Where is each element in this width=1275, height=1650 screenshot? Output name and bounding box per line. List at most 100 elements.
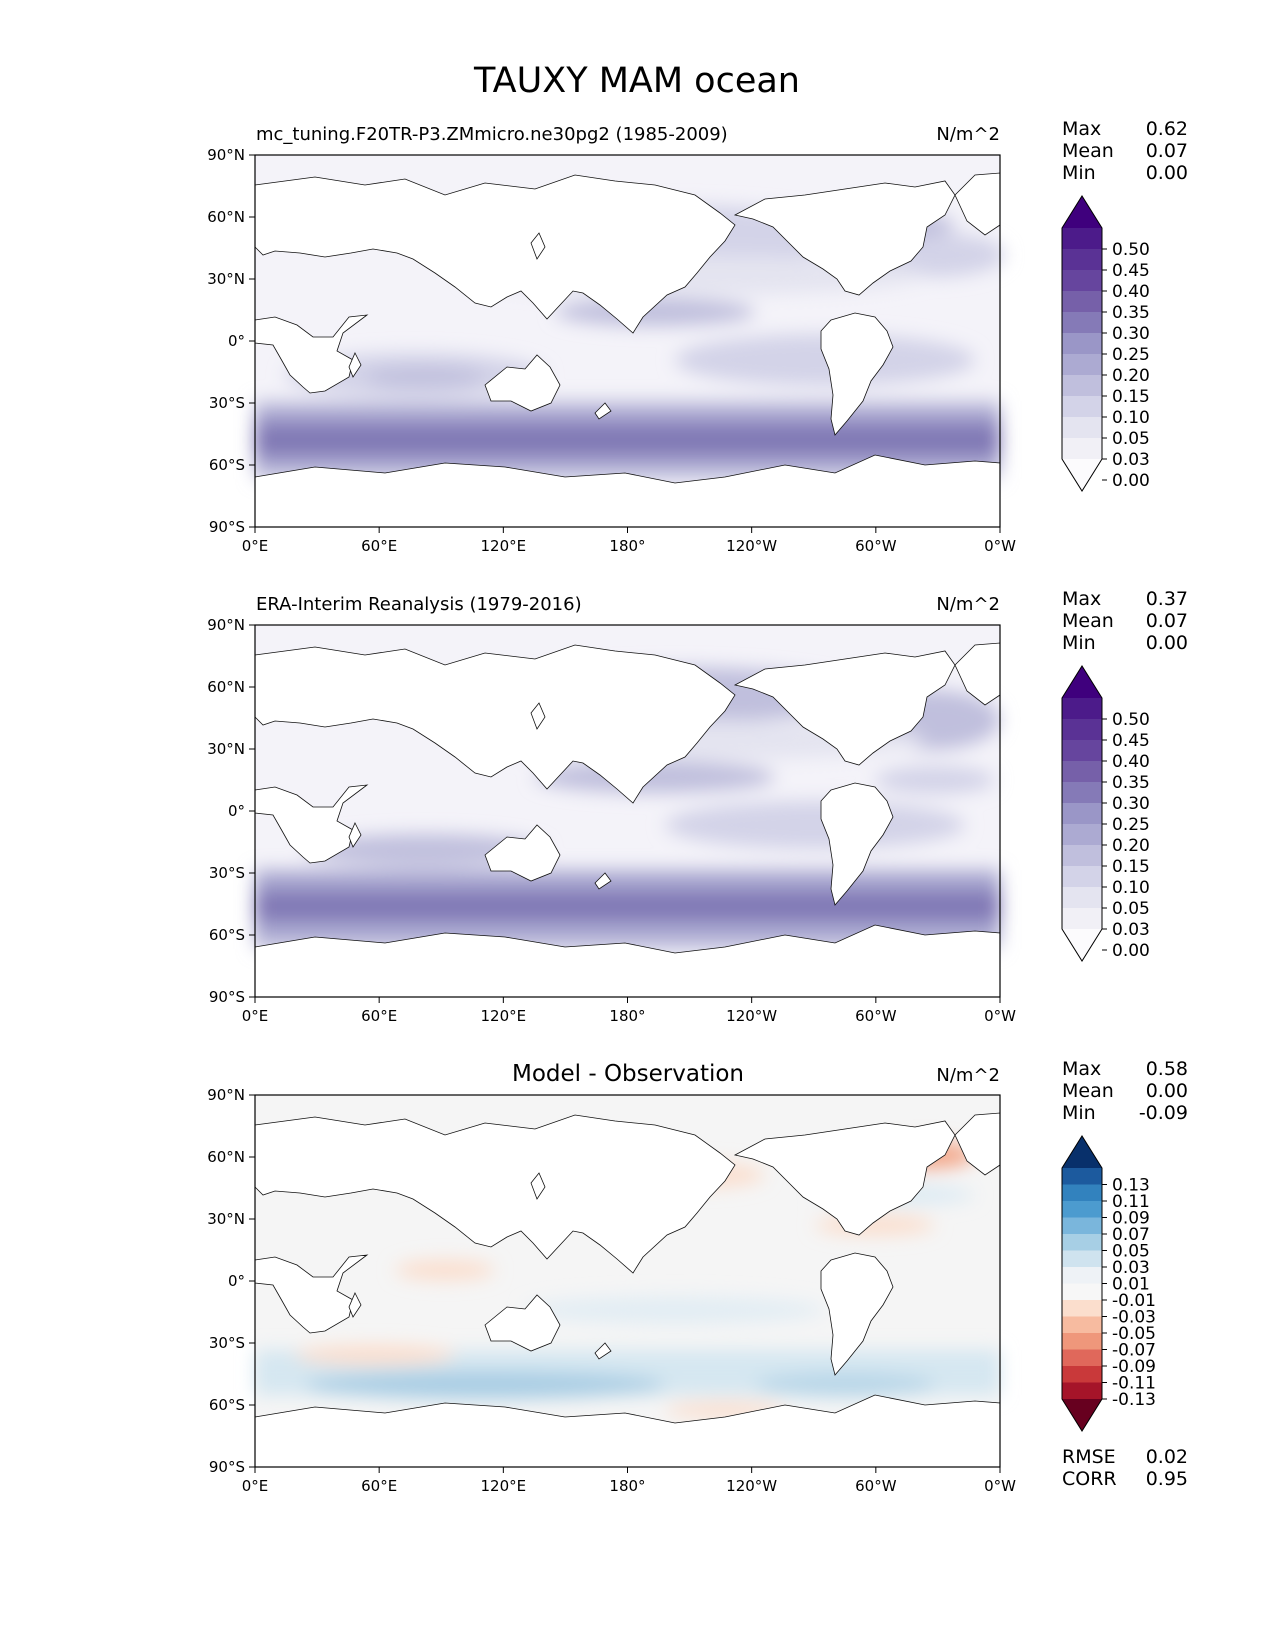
colorbar-segment xyxy=(1062,396,1102,418)
stat-label: Min xyxy=(1062,632,1096,654)
land-australia xyxy=(484,354,561,412)
field-blob xyxy=(295,1345,455,1365)
colorbar-segment xyxy=(1062,761,1102,783)
land xyxy=(254,642,1001,998)
colorbar-tick-label: -0.05 xyxy=(1112,1324,1156,1344)
colorbar-reference: 0.500.450.400.350.300.250.200.150.100.05… xyxy=(1061,665,1150,962)
colorbar-segment xyxy=(1062,887,1102,909)
stat-value: 0.02 xyxy=(1146,1446,1188,1468)
field-blob xyxy=(665,801,965,849)
lon-tick-label: 60°E xyxy=(361,537,397,555)
land-north-america xyxy=(733,180,956,296)
lat-tick-label: 60°N xyxy=(207,208,245,226)
colorbar-tick-label: 0.11 xyxy=(1112,1192,1150,1212)
colorbar-extend-top xyxy=(1062,1136,1102,1168)
colorbar-tick-label: 0.15 xyxy=(1112,857,1150,877)
colorbar-segment xyxy=(1062,719,1102,741)
lon-tick-label: 0°E xyxy=(242,1007,269,1025)
lon-tick-label: 120°W xyxy=(726,1477,777,1495)
field-blob xyxy=(755,1373,935,1397)
colorbar-tick-label: 0.50 xyxy=(1112,240,1150,260)
colorbar-extend-bottom xyxy=(1062,459,1102,491)
lat-tick-label: 60°S xyxy=(209,1396,245,1414)
colorbar-segment xyxy=(1062,1316,1102,1334)
colorbar-tick-label: 0.50 xyxy=(1112,710,1150,730)
colorbar-tick-label: 0.45 xyxy=(1112,731,1150,751)
colorbar-tick-label: 0.35 xyxy=(1112,773,1150,793)
field-blob xyxy=(525,1296,825,1324)
colorbar-extend-top xyxy=(1062,196,1102,228)
colorbar-tick-label: 0.05 xyxy=(1112,429,1150,449)
lon-tick-label: 180° xyxy=(609,1007,645,1025)
colorbar-segment xyxy=(1062,228,1102,250)
colorbar-tick-label: 0.35 xyxy=(1112,303,1150,323)
colorbar-segment xyxy=(1062,1333,1102,1350)
land-madagascar xyxy=(348,822,362,848)
lon-tick-label: 0°W xyxy=(984,1007,1016,1025)
colorbar-segment xyxy=(1062,1300,1102,1317)
panel-test: mc_tuning.F20TR-P3.ZMmicro.ne30pg2 (1985… xyxy=(207,118,1188,555)
colorbar-tick-label: 0.25 xyxy=(1112,345,1150,365)
lat-tick-label: 0° xyxy=(228,802,245,820)
field-band xyxy=(255,897,1000,915)
colorbar-segment xyxy=(1062,1349,1102,1367)
lat-tick-label: 30°N xyxy=(207,740,245,758)
lat-tick-label: 90°S xyxy=(209,1458,245,1476)
lat-axis-reference: 90°N 60°N 30°N 0° 30°S 60°S 90°S xyxy=(207,616,255,1006)
colorbar-tick-label: 0.20 xyxy=(1112,836,1150,856)
stat-label: Mean xyxy=(1062,1080,1114,1102)
colorbar-tick-label: -0.03 xyxy=(1112,1308,1156,1328)
stat-label: Min xyxy=(1062,1102,1096,1124)
lon-tick-label: 120°E xyxy=(481,1477,527,1495)
lat-tick-label: 30°S xyxy=(209,394,245,412)
lat-tick-label: 90°N xyxy=(207,146,245,164)
lat-tick-label: 0° xyxy=(228,332,245,350)
colorbar-tick-label: 0.25 xyxy=(1112,815,1150,835)
land-japan xyxy=(530,1172,546,1200)
lat-tick-label: 60°S xyxy=(209,456,245,474)
stat-label: RMSE xyxy=(1062,1446,1116,1468)
field-band xyxy=(255,401,1000,413)
stats-test: Max 0.62 Mean 0.07 Min 0.00 xyxy=(1062,118,1188,184)
map-reference xyxy=(254,624,1001,998)
lon-tick-label: 60°W xyxy=(855,1007,897,1025)
stat-label: Max xyxy=(1062,588,1101,610)
colorbar-tick-label: -0.13 xyxy=(1112,1390,1156,1410)
colorbar-segment xyxy=(1062,1267,1102,1284)
lon-tick-label: 180° xyxy=(609,1477,645,1495)
stats-difference: Max 0.58 Mean 0.00 Min -0.09 xyxy=(1062,1058,1188,1124)
lon-tick-label: 60°E xyxy=(361,1477,397,1495)
lon-tick-label: 120°W xyxy=(726,1007,777,1025)
stat-label: Max xyxy=(1062,1058,1101,1080)
colorbar-extend-bottom xyxy=(1062,929,1102,961)
land-eurasia xyxy=(254,174,736,334)
colorbar-segment xyxy=(1062,354,1102,376)
colorbar-extend-bottom xyxy=(1062,1399,1102,1431)
field-blob xyxy=(875,766,995,794)
stat-value: 0.07 xyxy=(1146,610,1188,632)
field-blob xyxy=(365,367,485,387)
colorbar-tick-label: 0.07 xyxy=(1112,1225,1150,1245)
colorbar-segment xyxy=(1062,1283,1102,1301)
colorbar-segment xyxy=(1062,312,1102,334)
land-australia xyxy=(484,1294,561,1352)
colorbar-tick-label: 0.10 xyxy=(1112,408,1150,428)
lat-tick-label: 60°N xyxy=(207,1148,245,1166)
land-new-zealand xyxy=(594,872,612,890)
lon-tick-label: 0°W xyxy=(984,537,1016,555)
colorbar-extend-top xyxy=(1062,666,1102,698)
stat-value: 0.00 xyxy=(1146,1080,1188,1102)
colorbar-tick-label: -0.09 xyxy=(1112,1357,1156,1377)
colorbar-segment xyxy=(1062,1217,1102,1235)
colorbar-tick-label: 0.45 xyxy=(1112,261,1150,281)
colorbar-segment xyxy=(1062,249,1102,271)
colorbar-tick-label: 0.15 xyxy=(1112,387,1150,407)
lon-tick-label: 0°E xyxy=(242,1477,269,1495)
colorbar-tick-label: 0.00 xyxy=(1112,471,1150,491)
lat-axis-test: 90°N 60°N 30°N 0° 30°S 60°S 90°S xyxy=(207,146,255,536)
colorbar-segment xyxy=(1062,333,1102,355)
lat-tick-label: 30°S xyxy=(209,1334,245,1352)
stat-label: Mean xyxy=(1062,140,1114,162)
lon-tick-label: 120°W xyxy=(726,537,777,555)
colorbar-segment xyxy=(1062,1168,1102,1185)
